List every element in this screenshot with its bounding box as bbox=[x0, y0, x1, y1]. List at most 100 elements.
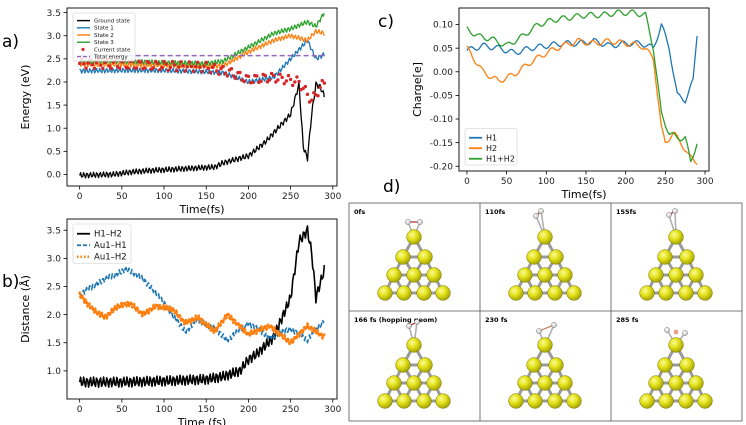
x-tick-label: 250 bbox=[657, 177, 674, 187]
x-tick-label: 250 bbox=[282, 405, 299, 415]
gold-atom bbox=[697, 393, 713, 409]
legend-label-state-1: State 1 bbox=[94, 26, 114, 32]
gold-atom bbox=[668, 375, 684, 391]
hydrogen-atom bbox=[666, 212, 672, 218]
series-line-au1-h2 bbox=[78, 291, 326, 346]
current-state-point bbox=[246, 74, 251, 79]
current-state-point bbox=[94, 61, 99, 65]
plot-area bbox=[77, 13, 327, 179]
gold-atom bbox=[406, 375, 422, 391]
panel-label-c: c) bbox=[378, 12, 394, 32]
current-state-point bbox=[305, 92, 310, 97]
current-state-point bbox=[318, 85, 322, 89]
current-state-point bbox=[295, 75, 299, 79]
current-state-point bbox=[278, 72, 282, 76]
charge-chart: 0 50 100 150 200 250 300 0.10 0.05 0.00 -0.05 -0.10… bbox=[411, 7, 714, 201]
gold-atom bbox=[435, 285, 451, 301]
hydrogen-atom bbox=[417, 219, 423, 225]
snapshot-label: 155fs bbox=[616, 208, 636, 216]
hydrogen-atom bbox=[405, 219, 411, 225]
gold-atom bbox=[395, 357, 411, 373]
legend-label-h2: H2 bbox=[486, 144, 497, 153]
legend-label-ground-state: Ground state bbox=[94, 19, 131, 25]
current-state-point bbox=[181, 64, 185, 68]
current-state-point bbox=[156, 61, 160, 66]
current-state-point bbox=[263, 73, 267, 78]
gold-atom bbox=[678, 393, 694, 409]
legend-label-au1-h2: Au1–H2 bbox=[94, 253, 127, 263]
x-tick-label: 100 bbox=[155, 192, 172, 202]
gold-atom bbox=[377, 393, 393, 409]
gold-atom bbox=[668, 267, 684, 283]
current-state-point bbox=[158, 68, 162, 72]
gold-atom bbox=[406, 229, 422, 245]
series-line-state-2 bbox=[79, 28, 325, 70]
energy-chart: 0 50 100 150 200 250 300 0.0 0.5 1.0 1.5 2.0 2.5 3.0 3… bbox=[19, 7, 342, 216]
x-tick-label: 100 bbox=[538, 177, 555, 187]
gold-atom bbox=[386, 375, 402, 391]
gold-atom bbox=[396, 393, 412, 409]
gold-atom bbox=[697, 285, 713, 301]
snapshot-label: 110fs bbox=[485, 208, 505, 216]
current-state-point bbox=[164, 62, 168, 66]
legend-label-h1-h2: H1–H2 bbox=[94, 230, 122, 240]
current-state-point bbox=[234, 76, 238, 81]
current-state-point bbox=[202, 64, 206, 69]
x-tick-label: 200 bbox=[617, 177, 634, 187]
x-tick-label: 150 bbox=[198, 405, 215, 415]
gold-atom bbox=[416, 393, 432, 409]
x-tick-label: 0 bbox=[77, 405, 83, 415]
x-tick-label: 300 bbox=[324, 192, 341, 202]
current-state-point bbox=[312, 91, 316, 95]
current-state-point bbox=[242, 79, 246, 84]
series-line-h2 bbox=[466, 37, 698, 165]
gold-atom bbox=[537, 375, 553, 391]
current-state-point bbox=[274, 80, 278, 84]
y-tick-label: 0.05 bbox=[433, 44, 453, 54]
legend-label-h1-h2: H1+H2 bbox=[486, 155, 515, 164]
legend-label-au1-h1: Au1–H1 bbox=[94, 241, 127, 251]
gold-atom bbox=[688, 375, 704, 391]
current-state-point bbox=[107, 64, 111, 68]
gold-atom bbox=[566, 393, 582, 409]
y-tick-label: 0.5 bbox=[47, 148, 61, 158]
current-state-point bbox=[280, 75, 284, 80]
panel-label-b: b) bbox=[2, 272, 19, 292]
current-state-point bbox=[174, 69, 179, 73]
gold-atom bbox=[426, 375, 442, 391]
hydrogen-atom bbox=[533, 213, 539, 219]
gold-atom bbox=[639, 393, 655, 409]
current-state-point bbox=[200, 69, 204, 74]
snapshot-grid: 0fs 110fs 155fs 166 fs (hopping geom) 23… bbox=[348, 202, 743, 422]
gold-atom bbox=[657, 249, 673, 265]
gold-atom bbox=[648, 267, 664, 283]
current-state-point bbox=[212, 62, 217, 67]
hydrogen-atom bbox=[538, 208, 544, 214]
current-state-point bbox=[255, 74, 259, 78]
y-tick-label: 3.5 bbox=[47, 226, 61, 236]
snapshot-166fs: 166 fs (hopping geom) bbox=[354, 316, 451, 409]
gold-atom bbox=[386, 267, 402, 283]
current-state-point bbox=[134, 66, 139, 70]
current-state-point bbox=[204, 60, 208, 65]
x-tick-label: 150 bbox=[198, 192, 215, 202]
x-tick-label: 50 bbox=[116, 405, 128, 415]
current-state-point bbox=[77, 61, 82, 66]
series-line-ground-state bbox=[79, 81, 325, 179]
gold-atom bbox=[526, 249, 542, 265]
gold-atom bbox=[527, 393, 543, 409]
gold-atom bbox=[508, 393, 524, 409]
snapshot-label: 285 fs bbox=[616, 316, 639, 324]
y-tick-label: 3.0 bbox=[47, 32, 62, 42]
legend-swatch-current-state bbox=[81, 47, 85, 52]
snapshot-label: 166 fs (hopping geom) bbox=[354, 316, 437, 324]
x-tick-label: 50 bbox=[116, 192, 128, 202]
gold-atom bbox=[548, 357, 564, 373]
current-state-point bbox=[217, 72, 221, 76]
y-tick-label: 2.5 bbox=[47, 55, 61, 65]
current-state-point bbox=[309, 98, 314, 102]
current-state-point bbox=[101, 66, 105, 71]
y-axis-label: Distance (Å) bbox=[19, 275, 32, 343]
